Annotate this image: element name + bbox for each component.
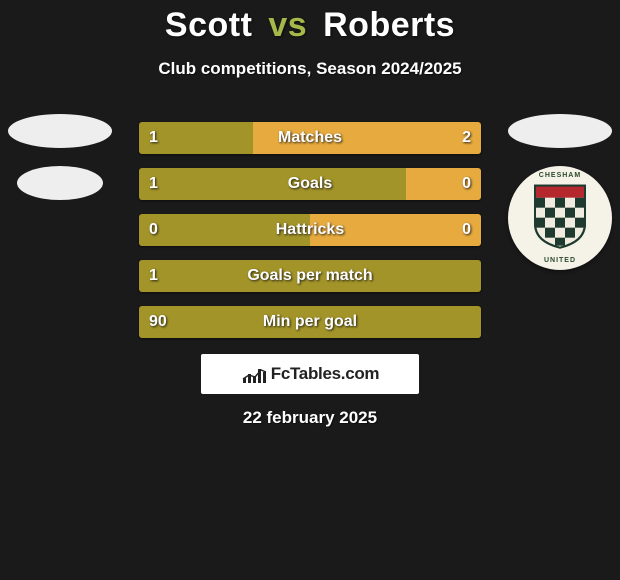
bar-segment-right [253, 122, 481, 154]
player1-name: Scott [165, 6, 253, 44]
vs-label: vs [268, 6, 307, 44]
player2-name: Roberts [323, 6, 455, 44]
subtitle: Club competitions, Season 2024/2025 [0, 59, 620, 79]
bar-segment-left [139, 260, 481, 292]
bar-row: Goals10 [139, 168, 481, 200]
bar-row: Hattricks00 [139, 214, 481, 246]
badge-top-text: CHESHAM [508, 172, 612, 179]
avatar-placeholder [508, 114, 612, 148]
player2-avatar-zone: CHESHAM UNITED [508, 114, 612, 218]
comparison-bars: Matches12 Goals10 Hattricks00 Goals per mat… [139, 122, 481, 352]
bar-row: Goals per match1 [139, 260, 481, 292]
bar-row: Matches12 [139, 122, 481, 154]
chart-icon [241, 365, 267, 383]
bar-segment-right [310, 214, 481, 246]
bar-row: Min per goal90 [139, 306, 481, 338]
avatar-placeholder [8, 114, 112, 148]
brand-badge: FcTables.com [201, 354, 419, 394]
club-badge: CHESHAM UNITED [508, 166, 612, 270]
club-placeholder [17, 166, 103, 200]
bar-segment-left [139, 214, 310, 246]
bar-segment-left [139, 122, 253, 154]
page-root: Scott vs Roberts Club competitions, Seas… [0, 0, 620, 580]
brand-text: FcTables.com [271, 364, 380, 384]
shield-icon [531, 184, 589, 250]
badge-bottom-text: UNITED [508, 257, 612, 264]
date-label: 22 february 2025 [0, 408, 620, 428]
page-title: Scott vs Roberts [0, 0, 620, 45]
bar-segment-right [406, 168, 481, 200]
player1-avatar-zone [8, 114, 112, 218]
bar-segment-left [139, 306, 481, 338]
bar-segment-left [139, 168, 406, 200]
